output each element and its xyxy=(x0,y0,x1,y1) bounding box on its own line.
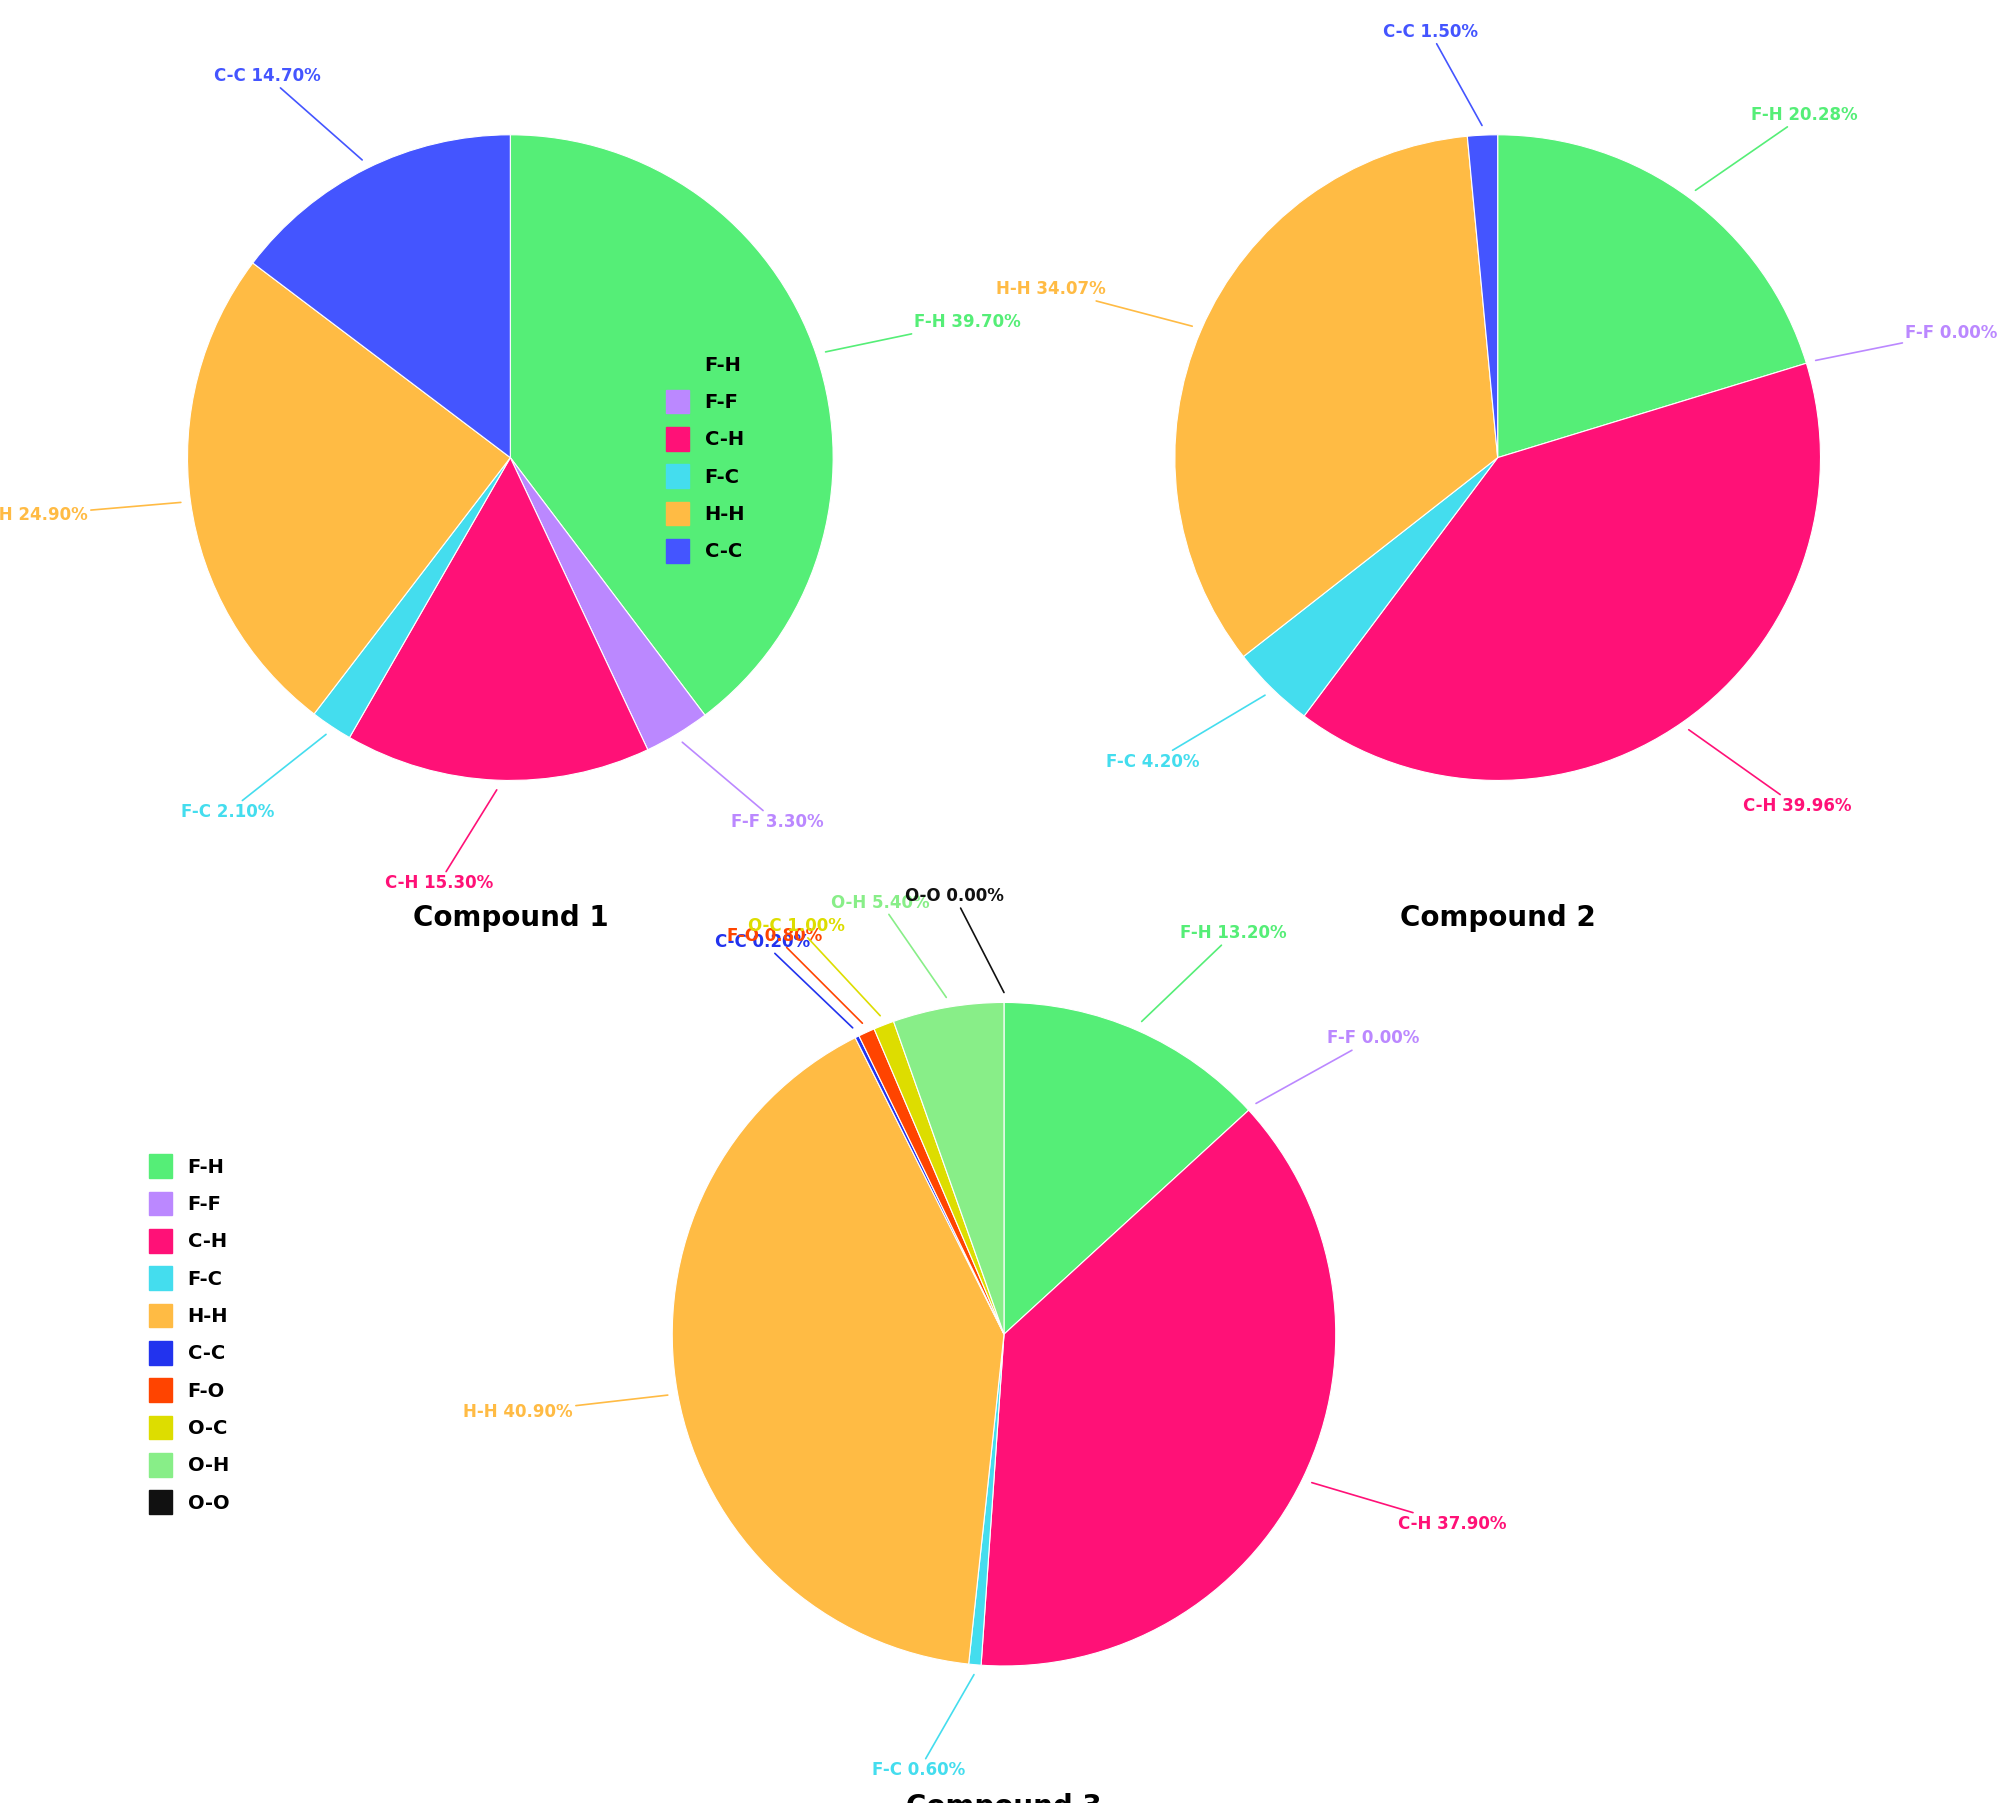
Wedge shape xyxy=(873,1020,1004,1334)
Text: C-H 39.96%: C-H 39.96% xyxy=(1688,730,1850,815)
Wedge shape xyxy=(1174,137,1497,656)
Legend: F-H, F-F, C-H, F-C, H-H, C-C: F-H, F-F, C-H, F-C, H-H, C-C xyxy=(660,346,751,568)
Wedge shape xyxy=(253,135,510,458)
Text: F-F 0.00%: F-F 0.00% xyxy=(1256,1030,1419,1103)
Text: F-C 4.20%: F-C 4.20% xyxy=(1106,696,1264,772)
Text: F-F 3.30%: F-F 3.30% xyxy=(682,743,823,831)
Wedge shape xyxy=(1497,135,1806,458)
Wedge shape xyxy=(1004,1111,1248,1334)
Text: F-O 0.80%: F-O 0.80% xyxy=(727,927,861,1024)
Text: F-H 39.70%: F-H 39.70% xyxy=(825,314,1022,352)
Text: F-C 0.60%: F-C 0.60% xyxy=(871,1675,973,1780)
Text: F-F 0.00%: F-F 0.00% xyxy=(1814,325,1997,361)
Legend: F-H, F-F, C-H, F-C, H-H, C-C, F-O, O-C, O-H, O-O: F-H, F-F, C-H, F-C, H-H, C-C, F-O, O-C, … xyxy=(142,1149,235,1520)
Text: C-C 14.70%: C-C 14.70% xyxy=(213,67,361,160)
Wedge shape xyxy=(1303,362,1820,781)
Title: Compound 1: Compound 1 xyxy=(411,903,608,932)
Text: F-H 20.28%: F-H 20.28% xyxy=(1694,106,1856,191)
Wedge shape xyxy=(1004,1002,1248,1334)
Text: H-H 24.90%: H-H 24.90% xyxy=(0,503,181,525)
Wedge shape xyxy=(349,458,648,781)
Title: Compound 2: Compound 2 xyxy=(1399,903,1596,932)
Wedge shape xyxy=(1242,458,1497,716)
Text: O-H 5.40%: O-H 5.40% xyxy=(831,894,945,997)
Wedge shape xyxy=(893,1002,1004,1334)
Wedge shape xyxy=(855,1037,1004,1334)
Wedge shape xyxy=(510,135,833,716)
Wedge shape xyxy=(1467,135,1497,458)
Wedge shape xyxy=(510,458,704,750)
Text: C-C 0.20%: C-C 0.20% xyxy=(714,932,853,1028)
Wedge shape xyxy=(313,458,510,737)
Wedge shape xyxy=(672,1039,1004,1664)
Text: C-H 15.30%: C-H 15.30% xyxy=(385,790,496,892)
Text: H-H 34.07%: H-H 34.07% xyxy=(995,279,1192,326)
Text: O-O 0.00%: O-O 0.00% xyxy=(905,887,1004,992)
Text: F-C 2.10%: F-C 2.10% xyxy=(181,734,325,822)
Text: H-H 40.90%: H-H 40.90% xyxy=(464,1396,668,1421)
Wedge shape xyxy=(1497,362,1806,458)
Text: F-H 13.20%: F-H 13.20% xyxy=(1142,925,1286,1022)
Wedge shape xyxy=(967,1334,1004,1666)
Wedge shape xyxy=(187,263,510,714)
Wedge shape xyxy=(859,1030,1004,1334)
Text: C-C 1.50%: C-C 1.50% xyxy=(1383,23,1481,126)
Text: O-C 1.00%: O-C 1.00% xyxy=(749,918,879,1015)
Text: C-H 37.90%: C-H 37.90% xyxy=(1311,1482,1505,1533)
Wedge shape xyxy=(981,1111,1335,1666)
Title: Compound 3: Compound 3 xyxy=(905,1794,1102,1803)
